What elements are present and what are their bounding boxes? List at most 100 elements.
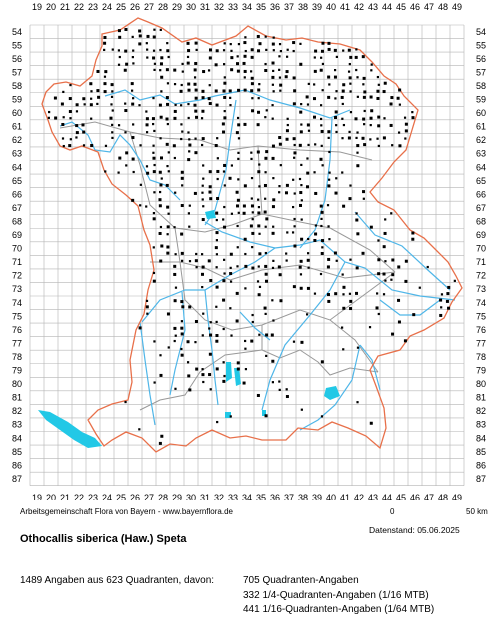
occurrence-dot <box>103 90 107 94</box>
occurrence-dot <box>237 178 240 181</box>
occurrence-dot <box>397 298 401 302</box>
occurrence-dot <box>83 103 86 106</box>
occurrence-dot <box>123 68 127 72</box>
occurrence-dot <box>237 157 240 160</box>
occurrence-dot <box>208 48 212 52</box>
occurrence-dot <box>160 90 163 93</box>
occurrence-dot <box>335 55 338 59</box>
occurrence-dot <box>186 61 190 65</box>
x-axis-labels-bottom: 19 20 21 22 23 24 25 26 27 28 29 30 31 32 33 34 35 36 37 38… <box>32 493 462 500</box>
occurrence-dot <box>215 339 219 343</box>
occurrence-dot <box>251 320 254 324</box>
occurrence-dot <box>349 299 353 303</box>
occurrence-dot <box>342 204 346 208</box>
occurrence-dot <box>328 171 331 174</box>
occurrence-dot <box>180 104 183 107</box>
occurrence-dot <box>201 89 205 93</box>
occurrence-dot <box>361 55 365 59</box>
occurrence-dot <box>250 82 254 86</box>
occurrence-dot <box>89 82 93 86</box>
x-axis-label-top: 31 <box>200 2 210 12</box>
occurrence-dot <box>229 252 233 256</box>
occurrence-dot <box>138 42 142 46</box>
stats-total: 1489 Angaben aus 623 Quadranten, davon: <box>20 575 215 586</box>
occurrence-dot <box>181 305 185 309</box>
occurrence-dot <box>445 299 449 303</box>
occurrence-dot <box>201 109 205 113</box>
occurrence-dot <box>300 184 303 187</box>
occurrence-dot <box>284 191 288 195</box>
occurrence-dot <box>145 110 148 113</box>
occurrence-dot <box>81 123 85 127</box>
occurrence-dot <box>391 258 395 262</box>
occurrence-dot <box>354 117 358 121</box>
occurrence-dot <box>237 151 240 154</box>
occurrence-dot <box>117 171 120 174</box>
occurrence-dot <box>348 197 352 201</box>
occurrence-dot <box>237 137 241 140</box>
occurrence-dot <box>369 421 373 425</box>
occurrence-dot <box>299 273 303 276</box>
occurrence-dot <box>250 339 254 343</box>
occurrence-dot <box>152 151 155 154</box>
occurrence-dot <box>188 138 191 141</box>
occurrence-dot <box>257 110 261 114</box>
y-axis-label-left: 66 <box>12 189 22 199</box>
occurrence-dot <box>250 176 254 180</box>
x-axis-label-top: 46 <box>410 2 420 12</box>
occurrence-dot <box>326 293 330 297</box>
x-axis-label-bottom: 28 <box>158 493 168 500</box>
occurrence-dot <box>236 361 240 365</box>
occurrence-dot <box>145 42 148 45</box>
occurrence-dot <box>202 70 206 74</box>
occurrence-dot <box>291 231 295 234</box>
occurrence-dot <box>236 265 239 268</box>
occurrence-dot <box>125 62 129 66</box>
occurrence-dot <box>271 42 275 46</box>
occurrence-dot <box>313 83 316 86</box>
y-axis-label-right: 86 <box>476 460 486 470</box>
occurrence-dot <box>377 144 380 148</box>
occurrence-dot <box>201 198 204 201</box>
occurrence-dot <box>313 171 316 174</box>
occurrence-dot <box>278 380 281 383</box>
occurrence-dot <box>285 259 288 262</box>
x-axis-label-top: 42 <box>354 2 364 12</box>
x-axis-label-bottom: 41 <box>340 493 350 500</box>
occurrence-dot <box>194 151 198 155</box>
occurrence-dot <box>264 156 268 160</box>
occurrence-dot <box>165 142 169 146</box>
occurrence-dot <box>411 231 415 235</box>
occurrence-dot <box>313 115 317 119</box>
occurrence-dot <box>314 143 317 146</box>
occurrence-dot <box>356 401 359 404</box>
occurrence-dot <box>257 49 261 53</box>
occurrence-dot <box>201 143 204 147</box>
map-grid <box>29 24 465 487</box>
occurrence-dot <box>298 265 302 269</box>
occurrence-dot <box>110 83 114 87</box>
occurrence-dot <box>75 103 79 107</box>
x-axis-label-top: 20 <box>46 2 56 12</box>
occurrence-dot <box>278 142 282 146</box>
y-axis-label-left: 80 <box>12 379 22 389</box>
occurrence-dot <box>159 69 162 72</box>
occurrence-dot <box>397 320 401 324</box>
occurrence-dot <box>243 41 247 45</box>
occurrence-dot <box>187 116 190 120</box>
occurrence-dot <box>293 156 296 159</box>
occurrence-dot <box>286 231 289 234</box>
occurrence-dot <box>251 313 254 317</box>
occurrence-dot <box>250 197 253 200</box>
x-axis-label-top: 19 <box>32 2 42 12</box>
occurrence-dot <box>160 177 163 180</box>
occurrence-dot <box>215 239 218 242</box>
occurrence-dot <box>347 70 351 73</box>
occurrence-dot <box>201 265 205 269</box>
occurrence-dot <box>193 191 197 195</box>
occurrence-dots <box>47 27 456 445</box>
occurrence-dot <box>131 56 134 59</box>
occurrence-dot <box>236 367 240 371</box>
occurrence-dot <box>397 265 401 269</box>
occurrence-dot <box>158 198 162 202</box>
